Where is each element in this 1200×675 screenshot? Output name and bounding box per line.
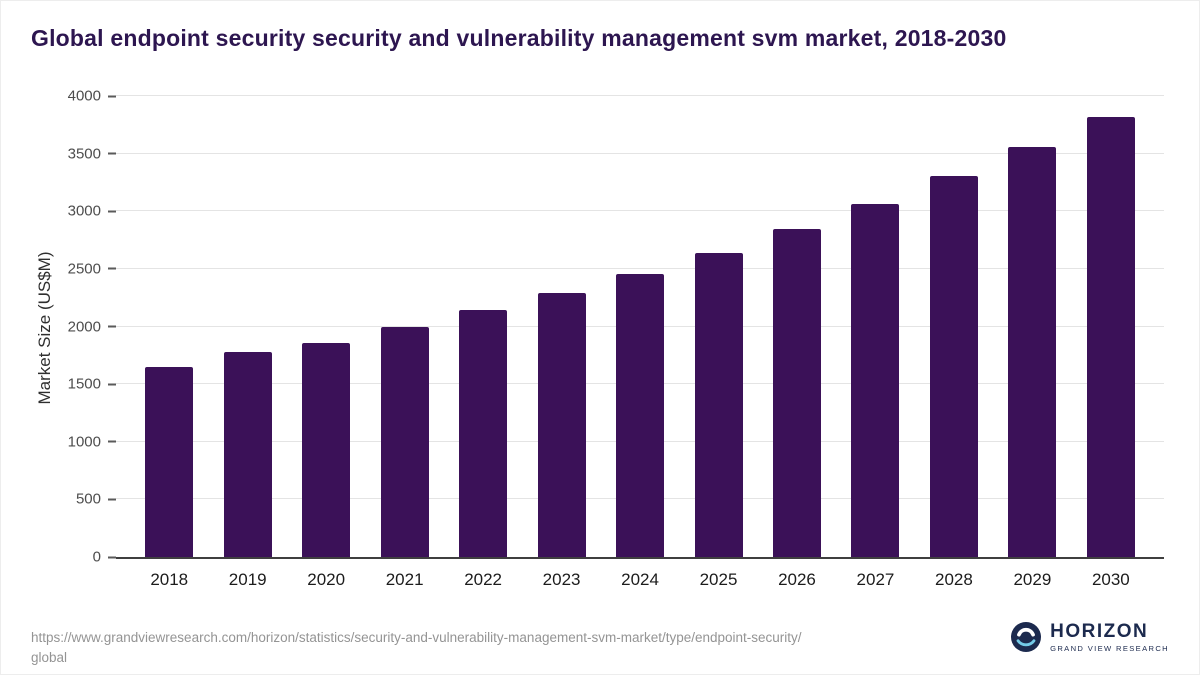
y-tick-mark bbox=[108, 325, 116, 328]
bars: 2018 2019 2020 2021 2022 2023 2024 2025 2026 2027… bbox=[116, 96, 1164, 589]
bar-slot: 2020 bbox=[287, 96, 365, 589]
bar-2020 bbox=[302, 342, 351, 557]
bar-2029 bbox=[1008, 147, 1057, 557]
y-tick-mark bbox=[108, 267, 116, 270]
bar-slot: 2030 bbox=[1072, 96, 1150, 589]
bar-slot: 2019 bbox=[208, 96, 286, 589]
y-tick-mark bbox=[108, 152, 116, 155]
x-tick-label: 2026 bbox=[778, 570, 816, 589]
y-tick-mark bbox=[108, 440, 116, 443]
x-tick-label: 2029 bbox=[1013, 570, 1052, 589]
source-url: https://www.grandviewresearch.com/horizo… bbox=[31, 628, 802, 669]
bar-slot: 2022 bbox=[444, 96, 522, 589]
y-tick-label: 3000 bbox=[67, 202, 101, 220]
bar-slot: 2027 bbox=[836, 96, 914, 589]
y-tick-mark bbox=[108, 498, 116, 501]
logo-text: HORIZON GRAND VIEW RESEARCH bbox=[1050, 621, 1169, 653]
y-tick-mark bbox=[108, 210, 116, 213]
bar-slot: 2029 bbox=[993, 96, 1071, 589]
y-tick: 3000 bbox=[66, 203, 116, 220]
x-tick-label: 2028 bbox=[935, 570, 973, 589]
bar-slot: 2024 bbox=[601, 96, 679, 589]
bar-slot: 2028 bbox=[915, 96, 993, 589]
chart-title: Global endpoint security security and vu… bbox=[31, 25, 1007, 51]
x-tick-label: 2023 bbox=[542, 570, 581, 589]
x-tick-label: 2019 bbox=[228, 570, 267, 589]
logo-subtitle: GRAND VIEW RESEARCH bbox=[1050, 643, 1169, 653]
y-tick: 2000 bbox=[66, 318, 116, 335]
y-tick: 500 bbox=[66, 491, 116, 508]
y-tick-label: 3500 bbox=[67, 145, 101, 163]
y-tick-label: 1500 bbox=[67, 375, 101, 393]
x-tick-label: 2021 bbox=[385, 570, 424, 589]
gridline bbox=[116, 95, 1164, 96]
y-tick-mark bbox=[108, 556, 116, 558]
x-tick-label: 2025 bbox=[699, 570, 738, 589]
bar-slot: 2023 bbox=[522, 96, 600, 589]
y-tick: 1000 bbox=[66, 433, 116, 450]
x-tick-label: 2020 bbox=[307, 570, 346, 589]
y-tick: 4000 bbox=[66, 88, 116, 105]
y-tick-label: 0 bbox=[92, 548, 101, 566]
gridline bbox=[116, 152, 1164, 154]
y-tick-label: 500 bbox=[75, 490, 101, 508]
x-tick-label: 2022 bbox=[464, 570, 503, 589]
y-tick-label: 1000 bbox=[67, 433, 101, 451]
x-tick-label: 2030 bbox=[1091, 570, 1130, 589]
bar-2025 bbox=[694, 252, 743, 557]
bar-2030 bbox=[1086, 116, 1135, 557]
x-tick-label: 2024 bbox=[621, 570, 659, 589]
bar-2019 bbox=[223, 351, 272, 557]
gridline bbox=[116, 210, 1164, 212]
bar-2018 bbox=[145, 366, 194, 557]
bar-2027 bbox=[851, 203, 900, 557]
x-tick-label: 2027 bbox=[856, 570, 895, 589]
y-tick: 3500 bbox=[66, 145, 116, 162]
y-axis-title: Market Size (US$M) bbox=[35, 251, 54, 405]
bar-slot: 2026 bbox=[758, 96, 836, 589]
bar-2028 bbox=[929, 175, 978, 557]
gridline bbox=[116, 267, 1164, 269]
y-tick-label: 4000 bbox=[67, 87, 101, 105]
y-tick-label: 2000 bbox=[67, 318, 101, 335]
y-tick-mark bbox=[108, 383, 116, 386]
bar-2021 bbox=[380, 326, 429, 557]
x-tick-label: 2018 bbox=[150, 570, 189, 589]
bar-2023 bbox=[537, 293, 586, 557]
bar-slot: 2025 bbox=[679, 96, 757, 589]
y-tick: 2500 bbox=[66, 260, 116, 277]
plot-area: 2018 2019 2020 2021 2022 2023 2024 2025 2026 2027… bbox=[68, 88, 1164, 589]
source-url-line: global bbox=[31, 650, 68, 666]
bar-2022 bbox=[459, 310, 508, 557]
logo-title: HORIZON bbox=[1050, 621, 1149, 642]
bar-2024 bbox=[616, 274, 665, 557]
bar-slot: 2021 bbox=[365, 96, 443, 589]
horizon-logo-icon bbox=[1011, 622, 1042, 653]
y-tick-label: 2500 bbox=[67, 260, 101, 278]
source-url-line: https://www.grandviewresearch.com/horizo… bbox=[31, 630, 802, 645]
y-tick: 0 bbox=[66, 549, 116, 566]
bar-2026 bbox=[772, 229, 821, 557]
bar-slot: 2018 bbox=[130, 96, 208, 589]
horizon-logo: HORIZON GRAND VIEW RESEARCH bbox=[1011, 621, 1169, 653]
y-tick: 1500 bbox=[66, 376, 116, 393]
y-tick-mark bbox=[108, 95, 116, 97]
